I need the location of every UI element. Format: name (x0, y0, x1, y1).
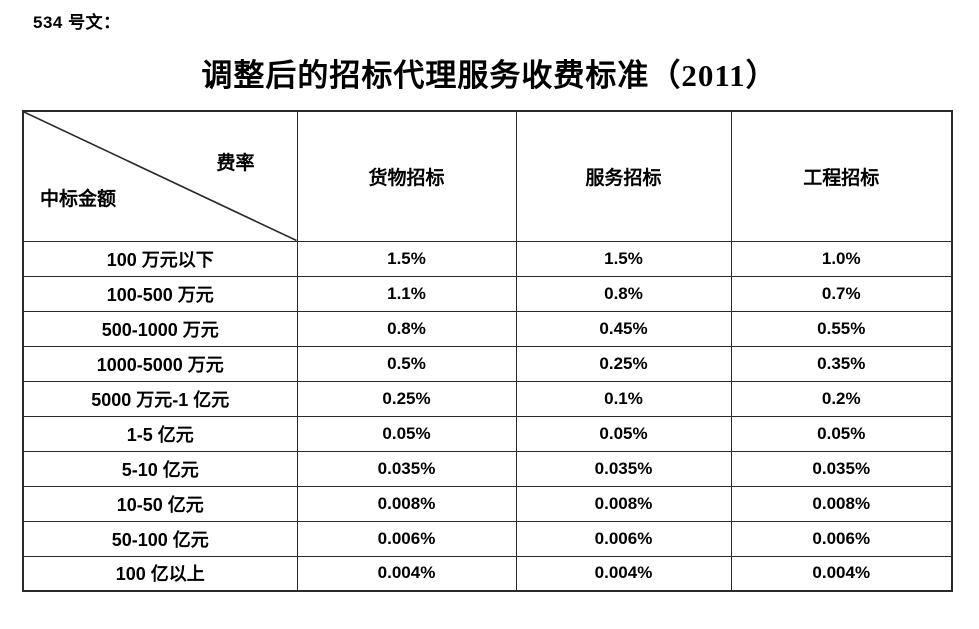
rate-value-cell: 0.006% (515, 520, 732, 557)
rate-value-cell: 0.25% (515, 345, 732, 382)
table-body: 100 万元以下 1.5% 1.5% 1.0% 100-500 万元 1.1% 0.8% 0.… (22, 240, 953, 592)
table-row: 500-1000 万元 0.8% 0.45% 0.55% (22, 310, 953, 347)
row-amount-label: 1000-5000 万元 (22, 345, 298, 382)
rate-value-cell: 0.008% (730, 485, 953, 522)
table-row: 1000-5000 万元 0.5% 0.25% 0.35% (22, 345, 953, 382)
rate-value-cell: 0.006% (296, 520, 517, 557)
column-header-service-bidding: 服务招标 (515, 110, 732, 242)
rate-value-cell: 0.008% (515, 485, 732, 522)
table-row: 100-500 万元 1.1% 0.8% 0.7% (22, 275, 953, 312)
row-amount-label: 100-500 万元 (22, 275, 298, 312)
rate-value-cell: 0.8% (296, 310, 517, 347)
rate-value-cell: 0.004% (730, 555, 953, 592)
rate-value-cell: 0.004% (515, 555, 732, 592)
corner-label-amount: 中标金额 (40, 188, 117, 210)
column-header-goods-bidding: 货物招标 (296, 110, 517, 242)
fee-rate-table: 费率 中标金额 货物招标 服务招标 工程招标 100 万元以下 1.5% 1.5% 1… (22, 110, 953, 592)
row-amount-label: 50-100 亿元 (22, 520, 298, 557)
rate-value-cell: 0.45% (515, 310, 732, 347)
diagonal-divider-line (24, 112, 296, 240)
table-row: 10-50 亿元 0.008% 0.008% 0.008% (22, 485, 953, 522)
table-row: 5-10 亿元 0.035% 0.035% 0.035% (22, 450, 953, 487)
row-amount-label: 100 万元以下 (22, 240, 298, 277)
rate-value-cell: 0.35% (730, 345, 953, 382)
rate-value-cell: 0.7% (730, 275, 953, 312)
rate-value-cell: 1.0% (730, 240, 953, 277)
rate-value-cell: 0.25% (296, 380, 517, 417)
rate-value-cell: 0.035% (296, 450, 517, 487)
rate-value-cell: 0.2% (730, 380, 953, 417)
rate-value-cell: 0.1% (515, 380, 732, 417)
rate-value-cell: 0.05% (296, 415, 517, 452)
row-amount-label: 500-1000 万元 (22, 310, 298, 347)
row-amount-label: 5000 万元-1 亿元 (22, 380, 298, 417)
rate-value-cell: 1.5% (296, 240, 517, 277)
rate-value-cell: 0.05% (730, 415, 953, 452)
table-row: 1-5 亿元 0.05% 0.05% 0.05% (22, 415, 953, 452)
rate-value-cell: 0.035% (515, 450, 732, 487)
rate-value-cell: 0.035% (730, 450, 953, 487)
table-row: 100 万元以下 1.5% 1.5% 1.0% (22, 240, 953, 277)
row-amount-label: 1-5 亿元 (22, 415, 298, 452)
table-header-row: 费率 中标金额 货物招标 服务招标 工程招标 (22, 110, 953, 242)
doc-number-label: 534 号文： (33, 13, 121, 32)
rate-value-cell: 0.55% (730, 310, 953, 347)
page-title: 调整后的招标代理服务收费标准（2011） (201, 58, 778, 93)
rate-value-cell: 0.008% (296, 485, 517, 522)
rate-value-cell: 1.5% (515, 240, 732, 277)
row-amount-label: 100 亿以上 (22, 555, 298, 592)
rate-value-cell: 1.1% (296, 275, 517, 312)
table-row: 100 亿以上 0.004% 0.004% 0.004% (22, 555, 953, 592)
corner-label-rate: 费率 (216, 153, 255, 174)
row-amount-label: 10-50 亿元 (22, 485, 298, 522)
corner-header-cell: 费率 中标金额 (22, 110, 298, 242)
column-header-engineering-bidding: 工程招标 (730, 110, 953, 242)
rate-value-cell: 0.006% (730, 520, 953, 557)
table-row: 5000 万元-1 亿元 0.25% 0.1% 0.2% (22, 380, 953, 417)
rate-value-cell: 0.8% (515, 275, 732, 312)
table-row: 50-100 亿元 0.006% 0.006% 0.006% (22, 520, 953, 557)
rate-value-cell: 0.5% (296, 345, 517, 382)
rate-value-cell: 0.05% (515, 415, 732, 452)
row-amount-label: 5-10 亿元 (22, 450, 298, 487)
rate-value-cell: 0.004% (296, 555, 517, 592)
